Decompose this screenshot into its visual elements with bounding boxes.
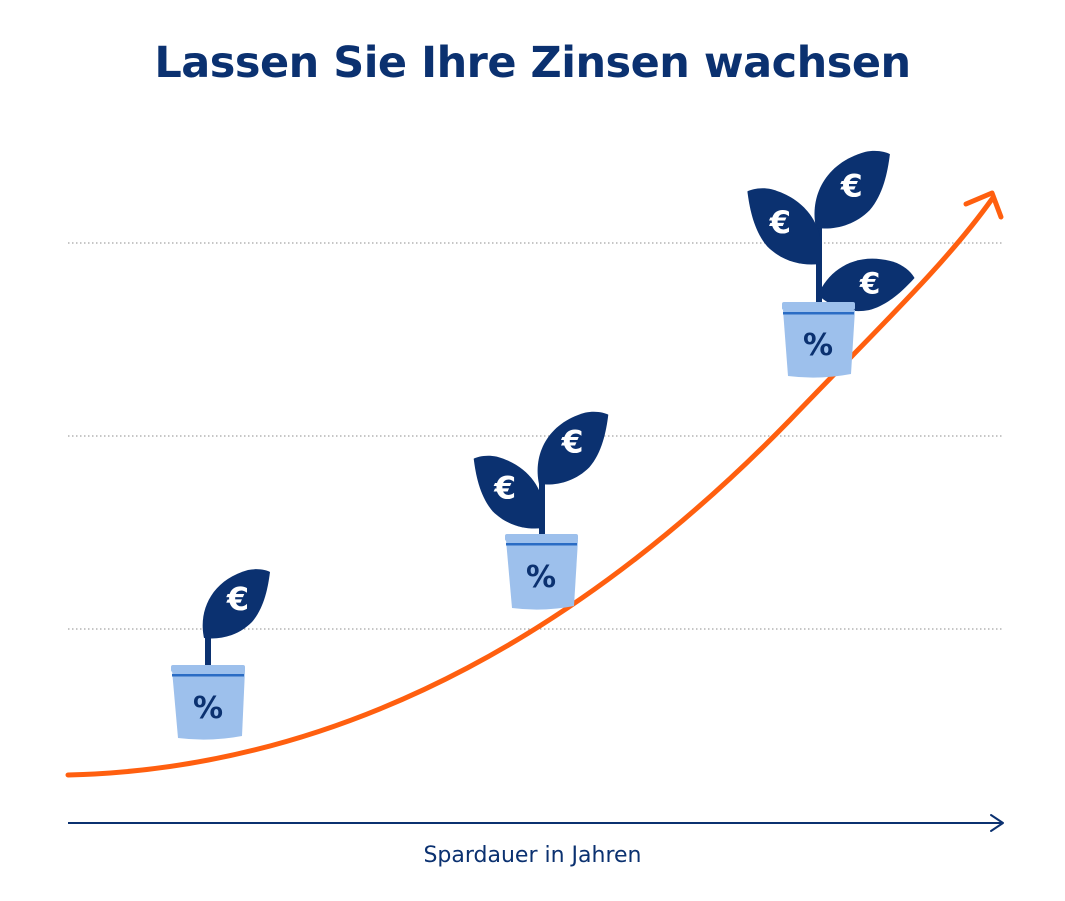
pot-band — [172, 674, 244, 677]
euro-symbol: € — [561, 425, 584, 461]
euro-leaf: € — [747, 188, 822, 265]
euro-symbol: € — [226, 580, 249, 618]
pot-body — [172, 670, 245, 740]
euro-symbol: € — [769, 205, 791, 241]
growth-curve — [65, 196, 995, 778]
pot-band — [506, 543, 577, 546]
growth-curve-arrowhead — [963, 190, 1004, 220]
euro-leaf: € — [473, 455, 545, 529]
plant-small: € % — [171, 569, 270, 740]
percent-pot: % — [171, 665, 245, 740]
x-axis-arrowhead — [990, 814, 1004, 832]
plant-large: € € € % — [747, 150, 917, 378]
pot-rim — [171, 665, 245, 672]
plant-medium: € € % — [473, 411, 609, 610]
percent-pot: % — [505, 534, 578, 610]
euro-leaf: € — [816, 234, 917, 336]
pot-rim — [505, 534, 578, 541]
percent-symbol: % — [803, 328, 833, 363]
euro-leaf: € — [537, 411, 609, 485]
euro-leaf: € — [814, 150, 890, 229]
pot-body — [506, 540, 578, 610]
x-axis-arrow — [68, 814, 1004, 832]
euro-symbol: € — [493, 471, 516, 507]
euro-symbol: € — [840, 169, 863, 205]
pot-body — [783, 310, 855, 378]
growth-curve-arrow — [65, 190, 1004, 778]
pot-rim — [782, 302, 855, 310]
percent-symbol: % — [193, 691, 223, 726]
pot-band — [783, 312, 854, 315]
percent-symbol: % — [526, 560, 556, 595]
x-axis-label: Spardauer in Jahren — [423, 843, 642, 868]
infographic-title: Lassen Sie Ihre Zinsen wachsen — [154, 38, 911, 88]
euro-symbol: € — [859, 266, 880, 300]
euro-leaf: € — [202, 569, 270, 639]
percent-pot: % — [782, 302, 855, 378]
